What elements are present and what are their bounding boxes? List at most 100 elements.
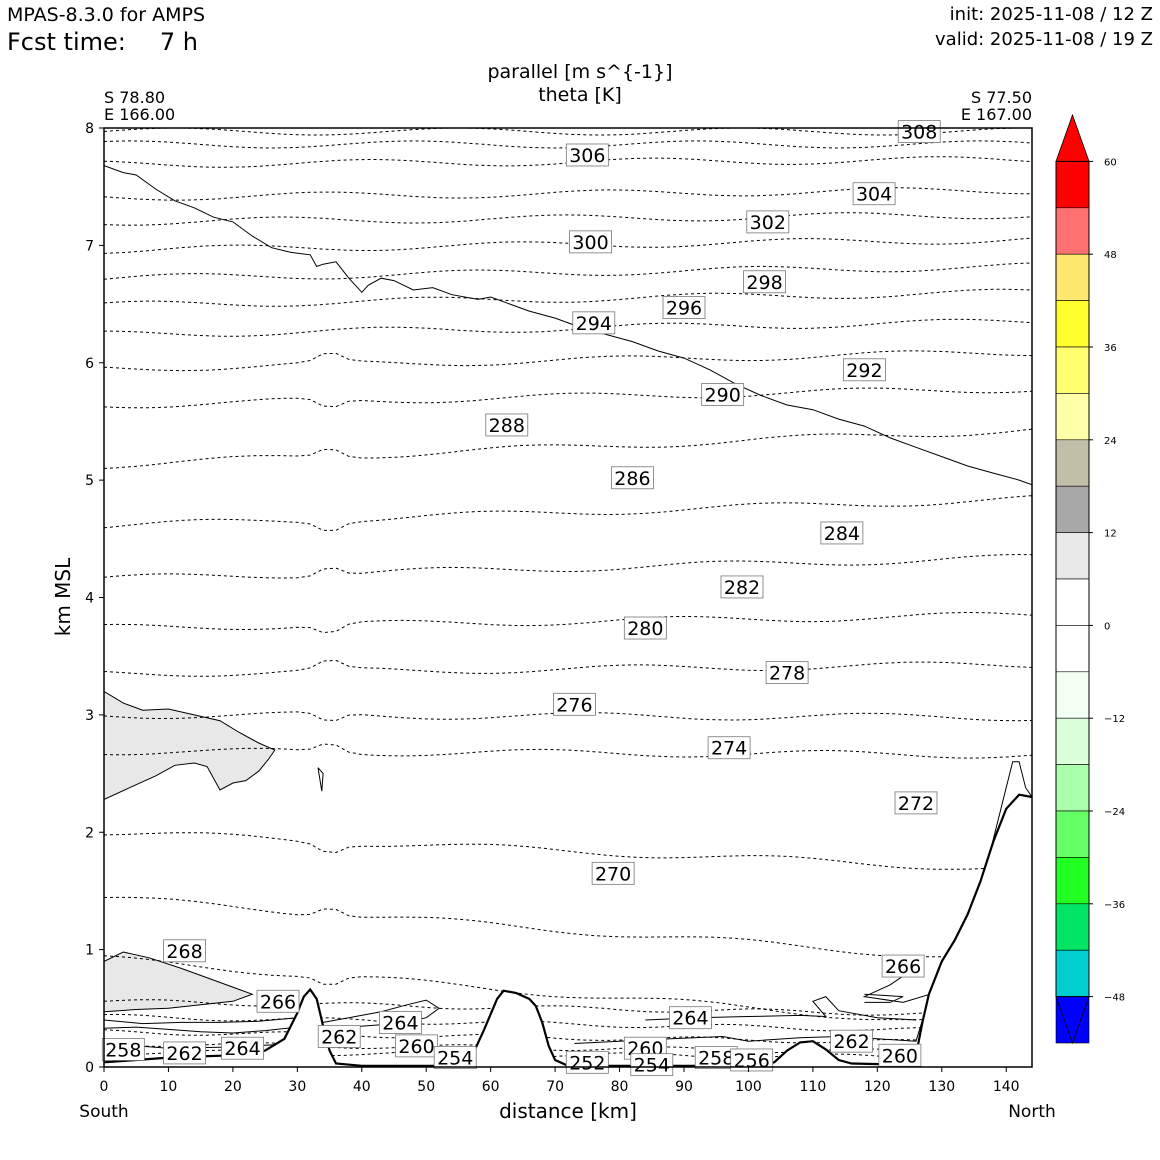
theta-label-text: 288 <box>489 415 525 437</box>
x-tick-label: 120 <box>864 1079 891 1095</box>
colorbar-tick-label: 0 <box>1104 621 1110 632</box>
theta-label-text: 258 <box>105 1039 141 1061</box>
x-tick-label: 130 <box>928 1079 955 1095</box>
colorbar-segment <box>1055 161 1090 209</box>
theta-label-text: 266 <box>885 956 921 978</box>
theta-isoline <box>104 212 1032 226</box>
colorbar-tick-label: −12 <box>1104 714 1125 725</box>
theta-label-box <box>669 1006 712 1030</box>
theta-label-box <box>765 661 809 685</box>
theta-label-text: 252 <box>569 1052 605 1074</box>
theta-label-box <box>572 311 616 335</box>
theta-label: 302 <box>746 210 790 234</box>
theta-label-box <box>163 939 206 963</box>
theta-label: 274 <box>707 736 751 760</box>
x-tick-label: 0 <box>100 1079 109 1095</box>
theta-isoline <box>104 896 1032 960</box>
theta-label-box <box>591 861 635 885</box>
theta-label: 298 <box>743 270 786 294</box>
theta-label-box <box>830 1029 873 1053</box>
end-lat: S 77.50 <box>971 88 1032 107</box>
theta-label-box <box>746 210 790 234</box>
colorbar-segment <box>1055 393 1090 441</box>
theta-label-text: 260 <box>882 1045 918 1067</box>
x-tick-label: 70 <box>546 1079 564 1095</box>
colorbar-tick-label: 36 <box>1104 343 1117 354</box>
theta-label: 272 <box>894 791 938 815</box>
theta-isoline <box>104 1029 1032 1047</box>
theta-label: 254 <box>433 1046 477 1070</box>
theta-label-box <box>894 791 938 815</box>
chart-title: parallel [m s^{-1}] <box>487 61 672 83</box>
theta-label-text: 298 <box>746 272 782 294</box>
colorbar-segment <box>1055 532 1090 580</box>
theta-label-text: 302 <box>750 212 786 234</box>
theta-label-text: 258 <box>698 1048 734 1070</box>
theta-label: 284 <box>820 521 864 545</box>
colorbar-segment <box>1055 300 1090 348</box>
theta-label-box <box>843 358 886 382</box>
colorbar-segment <box>1055 717 1090 765</box>
start-lon: E 166.00 <box>104 105 175 124</box>
theta-label-box <box>565 1050 609 1074</box>
theta-isoline <box>104 262 1032 280</box>
start-lat: S 78.80 <box>104 88 165 107</box>
theta-label: 292 <box>843 358 886 382</box>
theta-label: 254 <box>630 1053 674 1077</box>
theta-label: 260 <box>395 1034 438 1058</box>
theta-label: 262 <box>830 1029 873 1053</box>
x-tick-label: 90 <box>675 1079 693 1095</box>
theta-isoline <box>104 832 1032 870</box>
theta-isoline <box>104 659 1032 677</box>
y-tick-label: 5 <box>85 473 94 489</box>
model-title: MPAS-8.3.0 for AMPS <box>7 4 206 26</box>
theta-label-text: 306 <box>569 145 605 167</box>
theta-isoline <box>104 999 1032 1017</box>
theta-contour-labels: 308 306 304 302 300 298 296 294 292 290 288 286 284 2… <box>101 120 941 1077</box>
theta-label-text: 276 <box>556 694 592 716</box>
theta-label-text: 262 <box>166 1043 202 1065</box>
theta-label-text: 280 <box>627 618 663 640</box>
theta-label-box <box>611 466 654 490</box>
colorbar-segment <box>1055 485 1090 533</box>
theta-isoline <box>104 350 1032 372</box>
colorbar-segment <box>1055 253 1090 301</box>
theta-label: 286 <box>611 466 654 490</box>
colorbar-segment <box>1055 810 1090 858</box>
theta-label-box <box>163 1041 206 1065</box>
theta-label-text: 254 <box>634 1055 670 1077</box>
colorbar-segment <box>1055 857 1090 905</box>
wind-contour <box>864 993 904 1003</box>
theta-label-text: 300 <box>572 232 608 254</box>
theta-label: 300 <box>569 230 612 254</box>
x-tick-label: 50 <box>417 1079 435 1095</box>
theta-label-box <box>852 182 896 206</box>
theta-label-box <box>553 692 596 716</box>
theta-label-text: 268 <box>166 941 202 963</box>
theta-label-box <box>485 413 529 437</box>
theta-label: 296 <box>662 296 706 320</box>
theta-label-text: 272 <box>898 793 934 815</box>
colorbar-segment <box>1055 764 1090 812</box>
y-tick-label: 8 <box>85 121 94 137</box>
theta-isoline <box>104 1013 1032 1035</box>
terrain-fill <box>104 794 1032 1067</box>
plot-frame <box>103 127 1033 1068</box>
theta-isoline <box>104 553 1032 579</box>
wind-contour <box>104 999 440 1034</box>
theta-isoline <box>104 288 1032 307</box>
y-tick-label: 0 <box>85 1060 94 1076</box>
x-tick-label: 10 <box>160 1079 178 1095</box>
theta-isoline <box>104 1042 1032 1056</box>
chart-subtitle: theta [K] <box>538 84 622 106</box>
theta-label-text: 278 <box>769 663 805 685</box>
y-tick-label: 6 <box>85 356 94 372</box>
theta-label-text: 274 <box>711 738 747 760</box>
colorbar-tick-label: 24 <box>1104 436 1117 447</box>
theta-label-box <box>256 989 300 1013</box>
theta-label: 268 <box>163 939 206 963</box>
theta-label: 282 <box>720 575 764 599</box>
theta-isoline <box>104 955 1032 1029</box>
theta-label-box <box>897 120 941 143</box>
theta-isoline <box>104 495 1032 531</box>
